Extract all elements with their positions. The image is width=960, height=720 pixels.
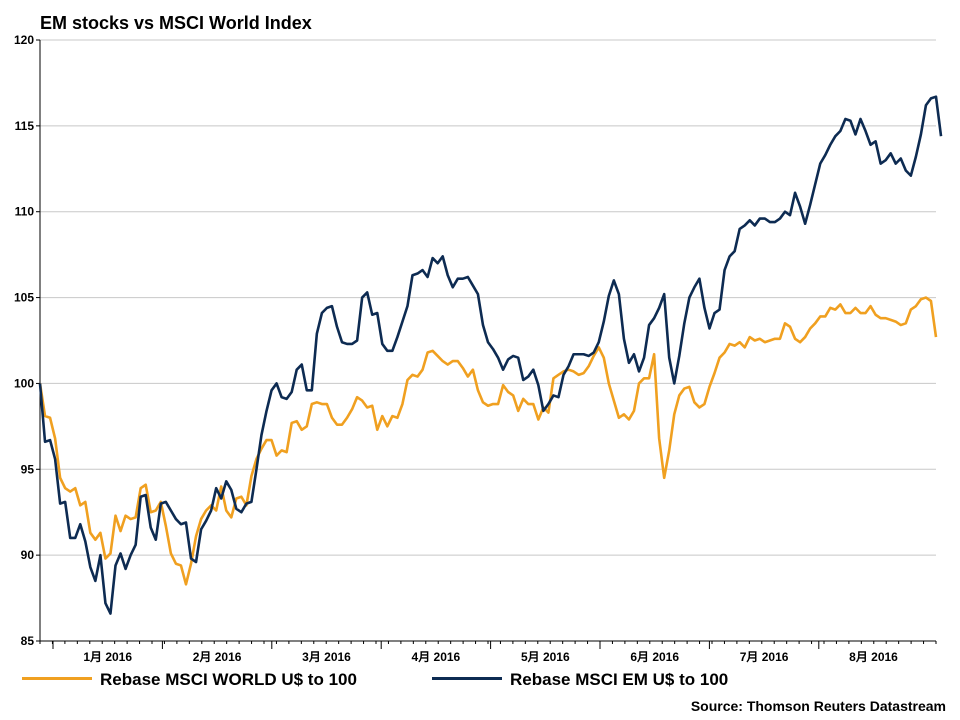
legend-label-em: Rebase MSCI EM U$ to 100 [510,670,729,689]
x-tick-label: 4月 2016 [412,650,461,664]
legend-item-em: Rebase MSCI EM U$ to 100 [432,670,728,694]
series-line-em [38,95,943,615]
axes: 85 90 95 100 105 110 115 120 1月 2016 2月 2016 3月 20… [14,33,937,664]
line-chart: 85 90 95 100 105 110 115 120 1月 2016 2月 2016 3月 20… [14,33,943,664]
legend-swatch-em [432,677,502,681]
chart-title: EM stocks vs MSCI World Index [40,13,312,33]
x-tick-label: 2月 2016 [193,650,242,664]
x-tick-label: 3月 2016 [302,650,351,664]
legend-label-world: Rebase MSCI WORLD U$ to 100 [100,670,357,689]
x-tick-label: 7月 2016 [740,650,789,664]
y-tick-label: 120 [14,33,34,47]
x-tick-label: 1月 2016 [83,650,132,664]
y-tick-label: 90 [21,548,35,562]
y-tick-label: 115 [15,119,35,133]
x-tick-label: 5月 2016 [521,650,570,664]
y-tick-label: 110 [15,205,35,219]
source-note: Source: Thomson Reuters Datastream [690,698,946,714]
x-tick-label: 6月 2016 [630,650,679,664]
legend-swatch-world [22,677,92,681]
y-tick-label: 95 [21,462,35,476]
y-tick-label: 85 [21,634,35,648]
series-line-world [38,296,938,586]
y-tick-label: 100 [14,376,34,390]
legend-item-world: Rebase MSCI WORLD U$ to 100 [22,670,357,694]
y-tick-label: 105 [14,291,34,305]
series-lines [38,95,943,615]
x-tick-label: 8月 2016 [849,650,898,664]
